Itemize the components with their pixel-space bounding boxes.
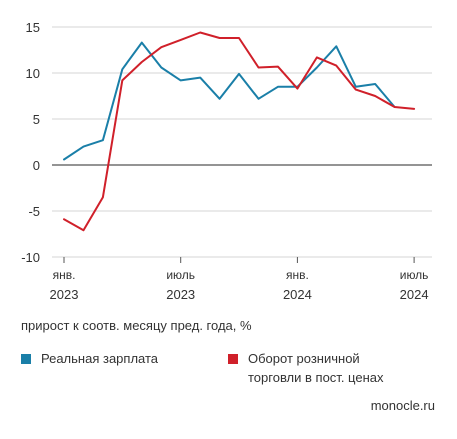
x-tick-month: янв. [53,268,76,282]
legend-label-wage: Реальная зарплата [41,351,159,366]
legend-item-wage: Реальная зарплата [21,349,211,371]
y-tick-label: -5 [28,204,40,219]
legend-label-retail: Оборот розничной торговли в пост. ценах [248,351,384,385]
x-tick-year: 2023 [50,287,79,302]
series-lines [63,31,416,232]
grid-lines [52,26,432,258]
y-axis-ticks: 15 10 5 0 -5 -10 [21,20,40,265]
y-tick-label: 15 [26,20,40,35]
x-tick-month: июль [400,268,429,282]
legend-item-retail: Оборот розничной торговли в пост. ценах [228,349,438,393]
y-tick-label: -10 [21,250,40,265]
line-chart: 15 10 5 0 -5 -10 янв. 2023 июль 2023 янв. 2024 июль… [21,20,432,302]
x-tick-year: 2024 [400,287,429,302]
x-axis-ticks: янв. 2023 июль 2023 янв. 2024 июль 2024 [50,257,429,302]
y-tick-label: 0 [33,158,40,173]
x-tick-year: 2023 [166,287,195,302]
y-tick-label: 5 [33,112,40,127]
y-tick-label: 10 [26,66,40,81]
series-line-retail [63,31,416,232]
chart-caption: прирост к соотв. месяцу пред. года, % [21,318,252,333]
source-label: monocle.ru [370,398,435,413]
legend-swatch-retail [228,354,238,364]
series-line-wage [63,41,396,161]
x-tick-month: янв. [286,268,309,282]
legend-swatch-wage [21,354,31,364]
x-tick-year: 2024 [283,287,312,302]
x-tick-month: июль [166,268,195,282]
